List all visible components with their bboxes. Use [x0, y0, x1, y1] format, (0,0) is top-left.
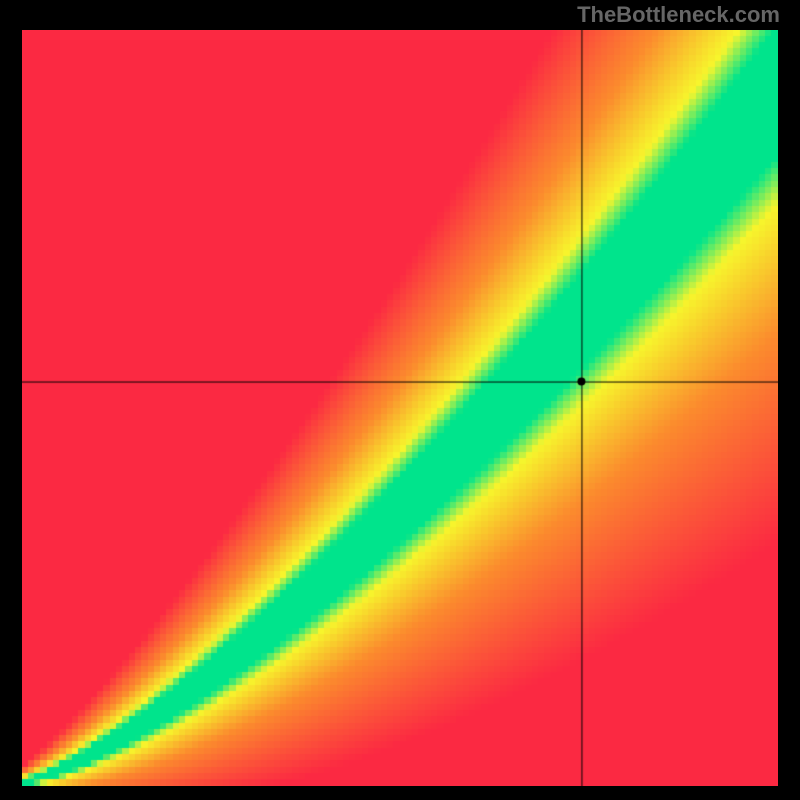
watermark-text: TheBottleneck.com: [577, 2, 780, 28]
bottleneck-heatmap: [22, 30, 778, 786]
